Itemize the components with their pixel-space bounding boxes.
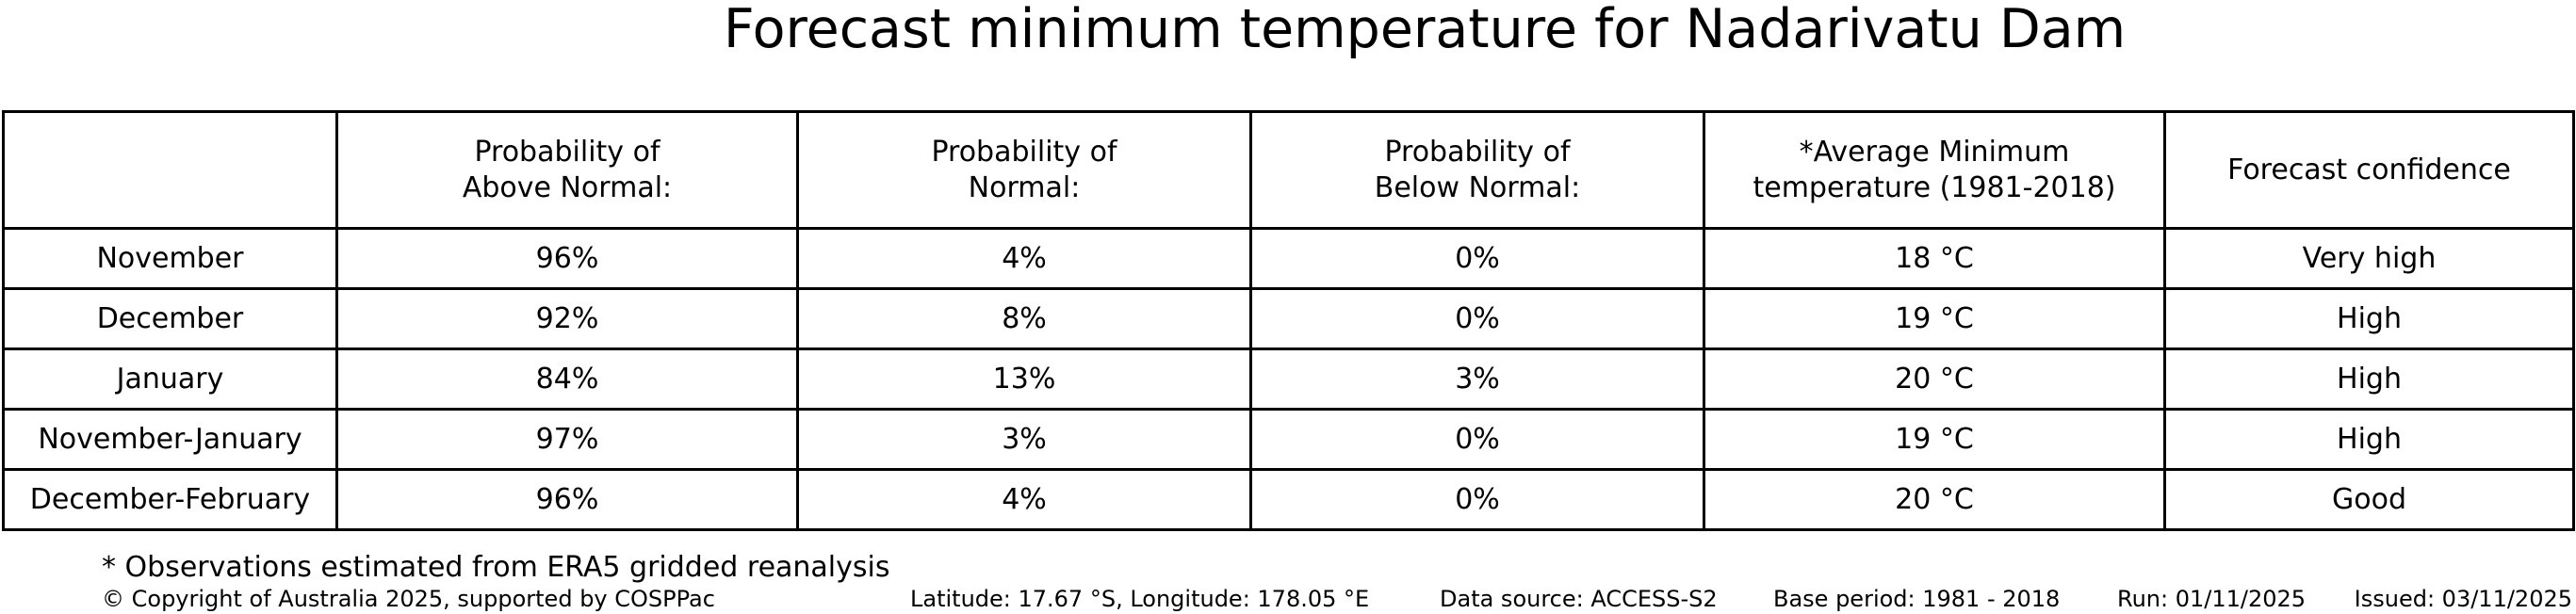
header-normal: Probability of Normal:	[796, 110, 1252, 230]
probability-normal-cell: 4%	[796, 468, 1252, 531]
observations-footnote: * Observations estimated from ERA5 gridd…	[102, 551, 890, 584]
header-forecast-confidence: Forecast confidence	[2163, 110, 2575, 230]
row-label-cell: December-February	[2, 468, 338, 531]
confidence-cell: Very high	[2163, 227, 2575, 290]
table-row-december-february: December-February 96% 4% 0% 20 °C Good	[2, 468, 2575, 531]
base-period-text: Base period: 1981 - 2018	[1773, 586, 2061, 612]
probability-normal-cell: 13%	[796, 347, 1252, 411]
row-label-cell: January	[2, 347, 338, 411]
table-corner-spacer	[2, 110, 338, 230]
average-temp-cell: 20 °C	[1703, 347, 2166, 411]
probability-above-cell: 96%	[335, 227, 799, 290]
probability-below-cell: 0%	[1249, 227, 1705, 290]
probability-below-cell: 0%	[1249, 408, 1705, 471]
issued-date-text: Issued: 03/11/2025	[2354, 586, 2572, 612]
probability-below-cell: 0%	[1249, 468, 1705, 531]
page-title: Forecast minimum temperature for Nadariv…	[723, 0, 2127, 60]
row-label-cell: December	[2, 287, 338, 350]
row-label-cell: November	[2, 227, 338, 290]
probability-normal-cell: 4%	[796, 227, 1252, 290]
table-row-november: November 96% 4% 0% 18 °C Very high	[2, 227, 2575, 290]
average-temp-cell: 19 °C	[1703, 408, 2166, 471]
average-temp-cell: 20 °C	[1703, 468, 2166, 531]
probability-normal-cell: 8%	[796, 287, 1252, 350]
confidence-cell: High	[2163, 347, 2575, 411]
probability-below-cell: 3%	[1249, 347, 1705, 411]
confidence-cell: High	[2163, 408, 2575, 471]
header-above-normal: Probability of Above Normal:	[335, 110, 799, 230]
table-row-december: December 92% 8% 0% 19 °C High	[2, 287, 2575, 350]
probability-above-cell: 96%	[335, 468, 799, 531]
table-row-january: January 84% 13% 3% 20 °C High	[2, 347, 2575, 411]
run-date-text: Run: 01/11/2025	[2117, 586, 2307, 612]
table-row-november-january: November-January 97% 3% 0% 19 °C High	[2, 408, 2575, 471]
forecast-table: Probability of Above Normal: Probability…	[2, 110, 2575, 531]
copyright-text: © Copyright of Australia 2025, supported…	[102, 586, 715, 612]
header-below-normal: Probability of Below Normal:	[1249, 110, 1705, 230]
probability-below-cell: 0%	[1249, 287, 1705, 350]
probability-above-cell: 97%	[335, 408, 799, 471]
probability-above-cell: 84%	[335, 347, 799, 411]
location-text: Latitude: 17.67 °S, Longitude: 178.05 °E	[910, 586, 1370, 612]
confidence-cell: High	[2163, 287, 2575, 350]
table-header-row: Probability of Above Normal: Probability…	[2, 110, 2575, 230]
row-label-cell: November-January	[2, 408, 338, 471]
data-source-text: Data source: ACCESS-S2	[1440, 586, 1718, 612]
probability-normal-cell: 3%	[796, 408, 1252, 471]
average-temp-cell: 18 °C	[1703, 227, 2166, 290]
confidence-cell: Good	[2163, 468, 2575, 531]
probability-above-cell: 92%	[335, 287, 799, 350]
header-average-min-temp: *Average Minimum temperature (1981-2018)	[1703, 110, 2166, 230]
average-temp-cell: 19 °C	[1703, 287, 2166, 350]
